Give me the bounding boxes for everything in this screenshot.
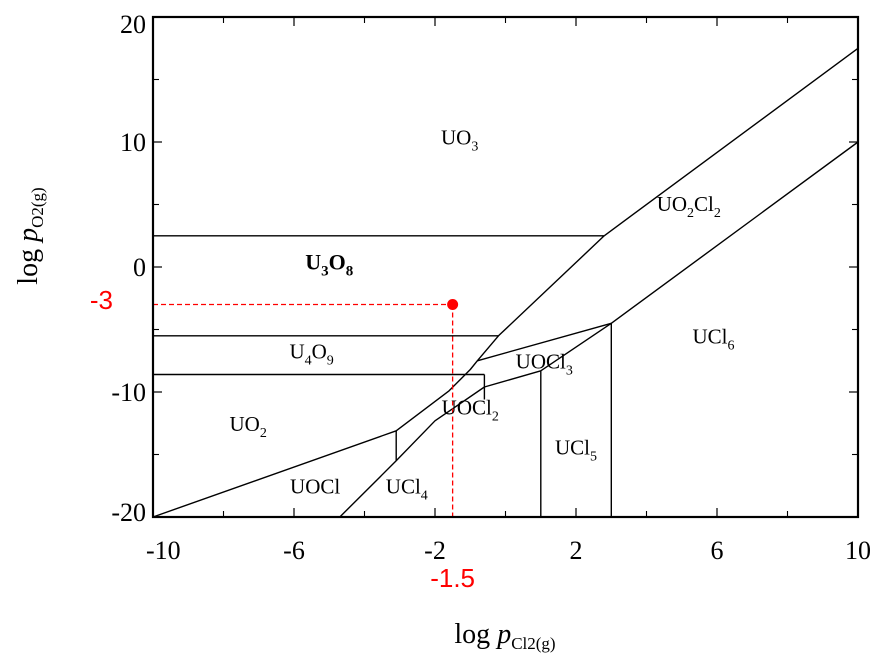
marker-x-label: -1.5 <box>430 563 475 593</box>
x-tick-label: 10 <box>845 536 871 565</box>
phase-boundary-line <box>477 322 612 362</box>
plot-frame-rect <box>151 15 860 519</box>
phase-boundaries <box>152 47 859 518</box>
y-tick-label: 20 <box>120 10 146 39</box>
phase-region-labels: UO3 U3O8 U4O9 UO2 UOCl UCl4 UOCl2 UOCl3 UCl5 UCl6… <box>230 126 735 504</box>
phase-region-label: UCl4 <box>386 474 428 503</box>
phase-region-label: UOCl2 <box>442 396 499 425</box>
x-tick-label: -2 <box>424 536 446 565</box>
y-tick-label: -20 <box>111 498 146 527</box>
y-tick-label: 0 <box>133 253 146 282</box>
y-axis-title: log pO2(g) <box>13 187 47 284</box>
phase-region-label: UOCl <box>290 474 340 498</box>
phase-region-label: UO3 <box>441 126 478 155</box>
phase-boundary-line <box>603 47 859 237</box>
marker-group: -1.5 -3 <box>90 285 475 593</box>
x-tick-label: 2 <box>570 536 583 565</box>
marker-y-label: -3 <box>90 285 113 315</box>
y-tick-label: 10 <box>120 128 146 157</box>
x-tick-label: -6 <box>283 536 305 565</box>
x-tick-label: -10 <box>146 536 181 565</box>
axis-labels: log pCl2(g) log pO2(g) <box>13 187 556 653</box>
phase-region-label: UCl5 <box>555 436 597 465</box>
phase-region-label: UO2Cl2 <box>657 192 721 221</box>
plot-frame <box>151 15 860 519</box>
y-tick-label: -10 <box>111 378 146 407</box>
marker-guides <box>153 303 454 517</box>
phase-region-label: UOCl3 <box>516 349 573 378</box>
x-axis-title: log pCl2(g) <box>454 619 555 653</box>
marker-point <box>447 299 459 310</box>
phase-region-label: UO2 <box>230 412 267 441</box>
phase-region-label: UCl6 <box>692 324 734 353</box>
phase-boundary-line <box>339 141 859 518</box>
phase-region-label: U3O8 <box>305 250 353 280</box>
x-tick-label: 6 <box>711 536 724 565</box>
phase-boundary-line <box>152 235 605 518</box>
phase-region-label: U4O9 <box>289 339 333 368</box>
